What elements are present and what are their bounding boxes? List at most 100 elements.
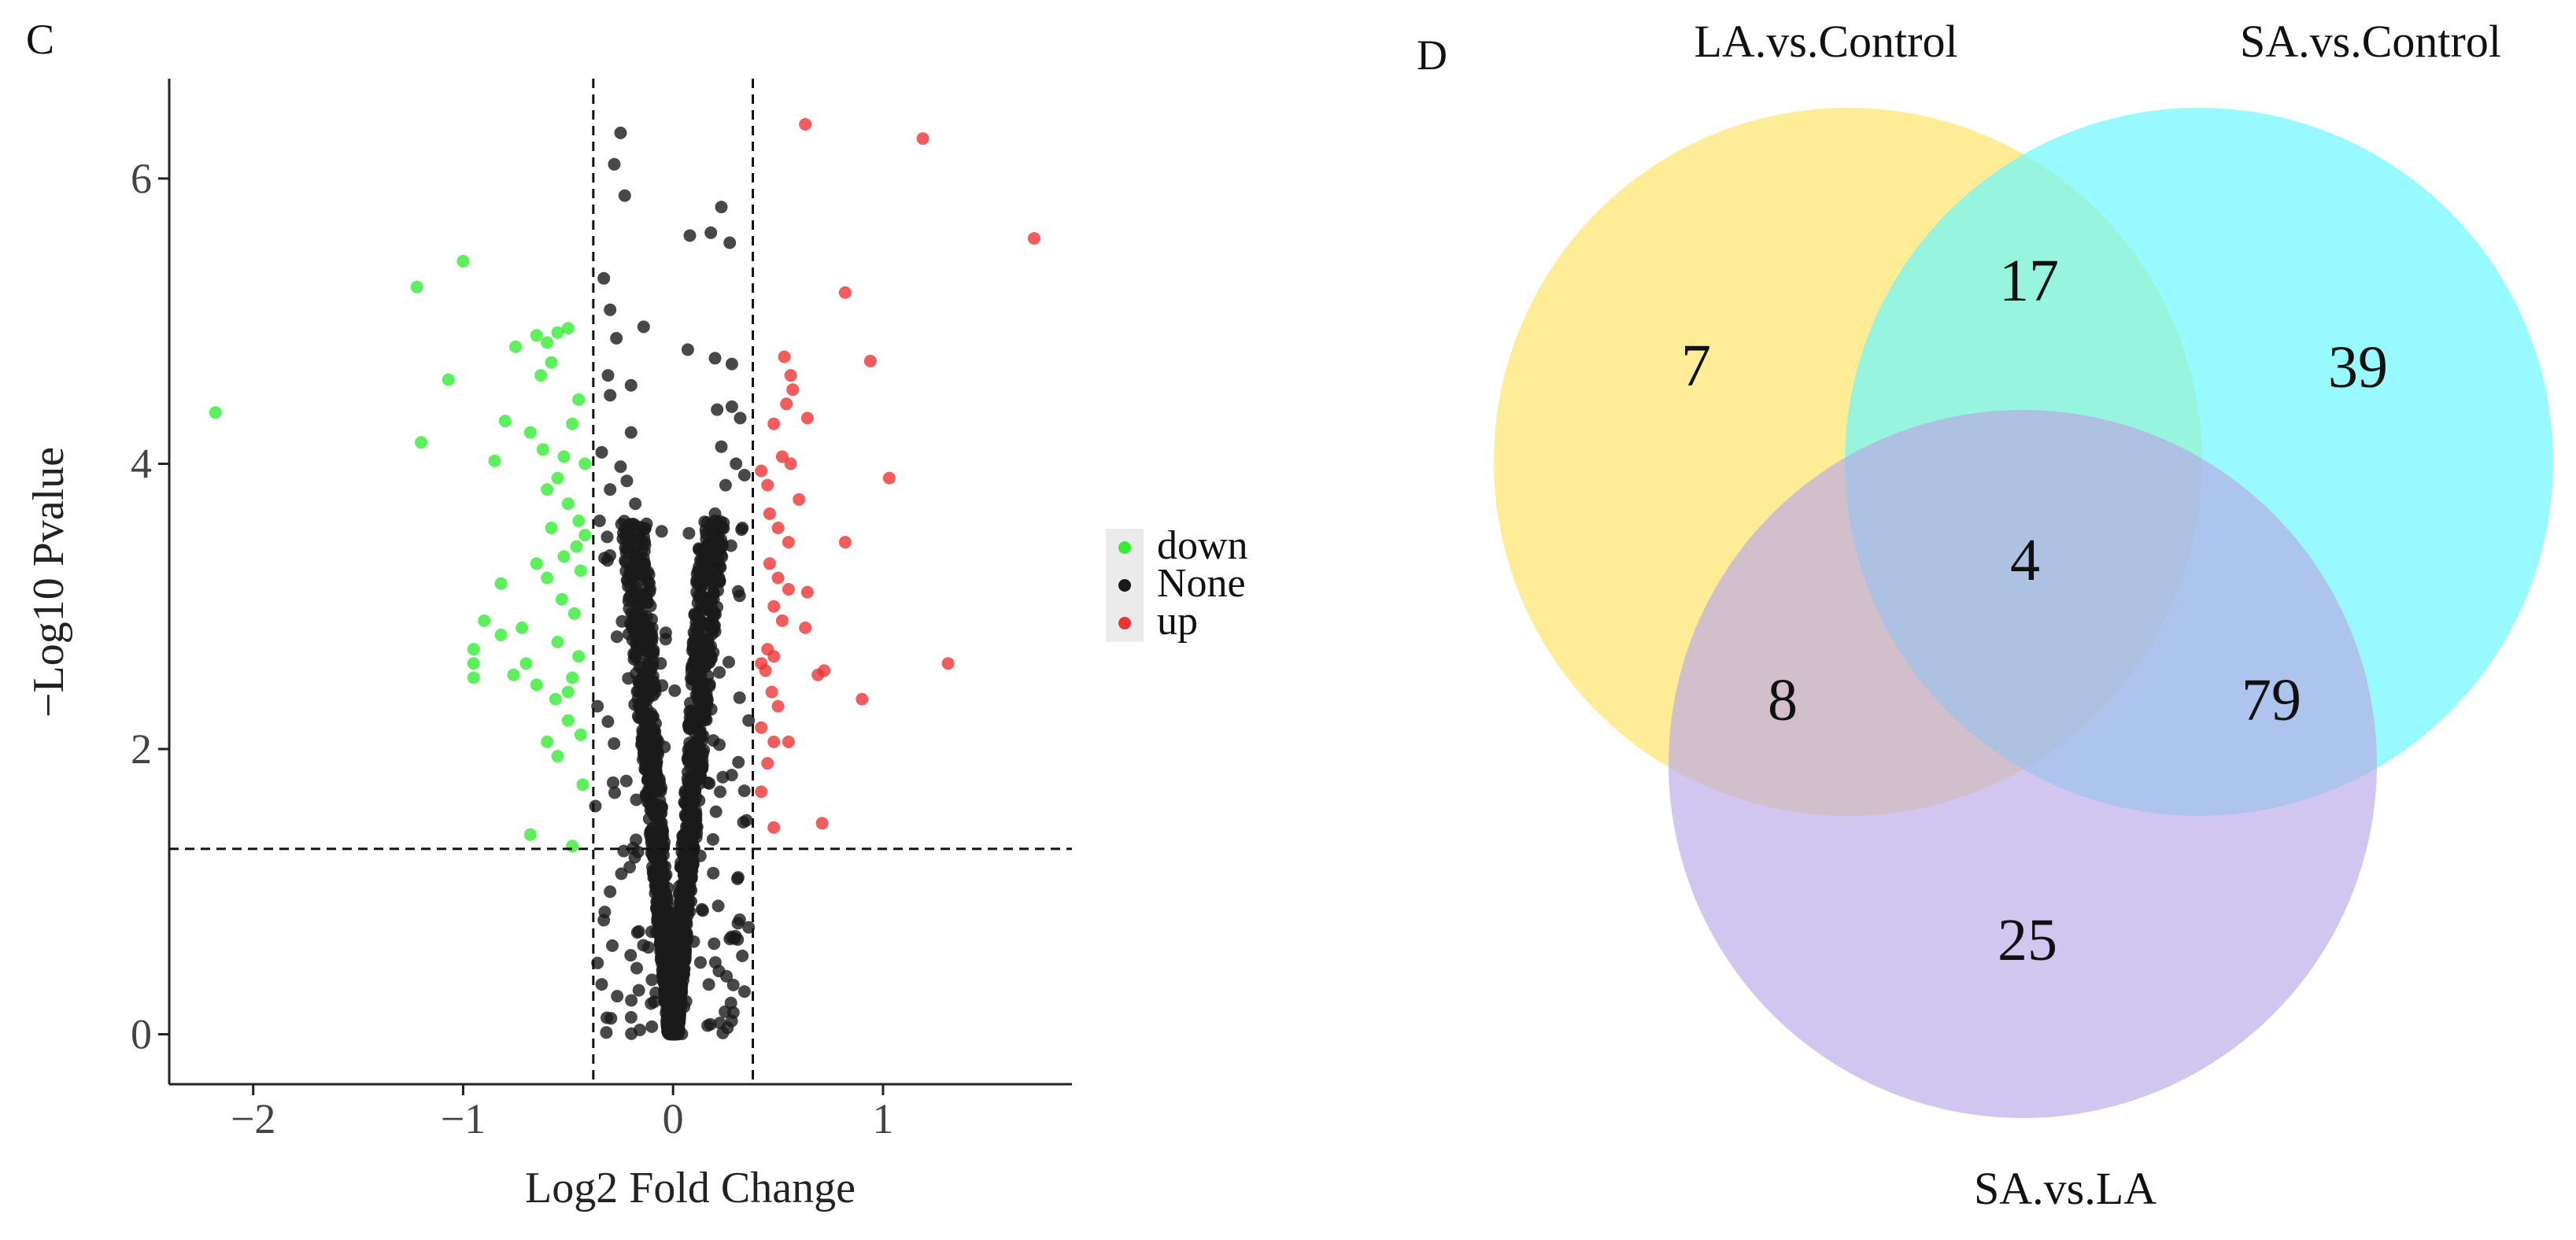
point-none: [659, 633, 672, 646]
point-up: [771, 571, 785, 585]
y-tick-label: 6: [131, 155, 152, 202]
point-up: [780, 397, 793, 411]
point-none: [689, 666, 703, 680]
venn-label-sa-vs-control: SA.vs.Control: [2240, 16, 2501, 67]
point-none: [661, 952, 674, 965]
point-none: [681, 343, 694, 356]
point-none: [689, 649, 703, 662]
point-none: [709, 805, 723, 818]
point-none: [635, 607, 649, 621]
point-up: [761, 757, 774, 770]
venn-panel: D LA.vs.Control SA.vs.Control SA.vs.LA 7…: [1417, 16, 2553, 1214]
point-up: [771, 699, 785, 713]
point-down: [545, 356, 558, 369]
point-down: [442, 373, 455, 386]
point-none: [624, 1011, 638, 1024]
point-none: [604, 1012, 618, 1025]
point-none: [689, 713, 703, 726]
point-none: [608, 786, 621, 799]
point-none: [634, 533, 647, 547]
point-down: [561, 322, 575, 335]
point-none: [604, 389, 617, 402]
point-none: [619, 533, 632, 546]
point-down: [545, 522, 558, 534]
point-none: [645, 997, 658, 1010]
point-down: [519, 657, 533, 670]
point-down: [541, 571, 554, 585]
point-none: [682, 526, 696, 540]
point-down: [578, 457, 592, 471]
point-up: [782, 735, 795, 748]
point-down: [567, 607, 581, 620]
point-none: [647, 732, 660, 745]
point-none: [733, 691, 746, 704]
point-none: [647, 808, 660, 821]
point-none: [637, 742, 650, 755]
point-none: [700, 592, 713, 605]
legend-swatch-down: [1118, 541, 1131, 554]
point-down: [555, 592, 568, 606]
point-none: [681, 800, 694, 814]
point-up: [761, 478, 774, 492]
point-down: [570, 540, 583, 553]
point-down: [572, 650, 586, 663]
point-none: [673, 955, 686, 969]
point-down: [541, 483, 554, 496]
legend-swatch-none: [1118, 579, 1131, 592]
point-down: [509, 340, 523, 353]
point-none: [604, 483, 617, 496]
point-none: [637, 589, 650, 602]
point-none: [719, 478, 732, 492]
point-none: [597, 913, 611, 927]
point-none: [723, 932, 737, 946]
point-up: [765, 685, 778, 699]
point-none: [725, 357, 738, 371]
point-none: [705, 628, 719, 641]
point-none: [724, 996, 737, 1009]
volcano-panel: C −2 −1 0 1 0 2 4 6 Log2 Fold Change −Log10 Pva…: [24, 16, 1248, 1212]
point-none: [707, 734, 720, 747]
point-down: [488, 454, 501, 467]
point-none: [642, 783, 655, 796]
point-none: [624, 378, 638, 392]
point-none: [654, 822, 667, 836]
point-none: [715, 540, 729, 553]
series-none: [589, 126, 756, 998]
point-up: [793, 493, 806, 506]
point-none: [589, 799, 602, 813]
point-up: [759, 664, 772, 677]
point-up: [763, 507, 776, 520]
point-none: [608, 157, 621, 171]
venn-count-sa-control-sa-la: 79: [2242, 667, 2301, 733]
point-down: [561, 714, 575, 727]
point-none: [703, 680, 716, 692]
point-up: [755, 785, 768, 799]
point-none: [737, 784, 751, 798]
point-none: [689, 811, 703, 825]
point-none: [646, 766, 660, 778]
point-down: [516, 621, 529, 634]
point-down: [534, 369, 548, 382]
venn-label-la-vs-control: LA.vs.Control: [1694, 16, 1957, 67]
point-none: [682, 819, 694, 832]
point-none: [630, 793, 643, 806]
point-none: [654, 657, 667, 670]
venn-circle-sa-vs-la: [1669, 410, 2377, 1118]
point-none: [737, 468, 751, 482]
point-none: [606, 939, 619, 952]
point-up: [786, 383, 800, 397]
point-down: [523, 828, 537, 841]
point-down: [541, 735, 554, 748]
point-none: [712, 965, 726, 978]
y-tick-label: 4: [131, 440, 152, 487]
point-none: [716, 770, 730, 784]
point-none: [648, 840, 661, 854]
point-up: [799, 621, 812, 634]
point-down: [467, 643, 480, 656]
point-down: [551, 471, 564, 485]
x-tick-label: 0: [663, 1095, 684, 1142]
venn-count-sa-vs-la-only: 25: [1998, 907, 2057, 973]
volcano-axes: [168, 79, 1072, 1086]
venn-label-sa-vs-la: SA.vs.LA: [1974, 1163, 2157, 1214]
point-none: [708, 352, 722, 365]
